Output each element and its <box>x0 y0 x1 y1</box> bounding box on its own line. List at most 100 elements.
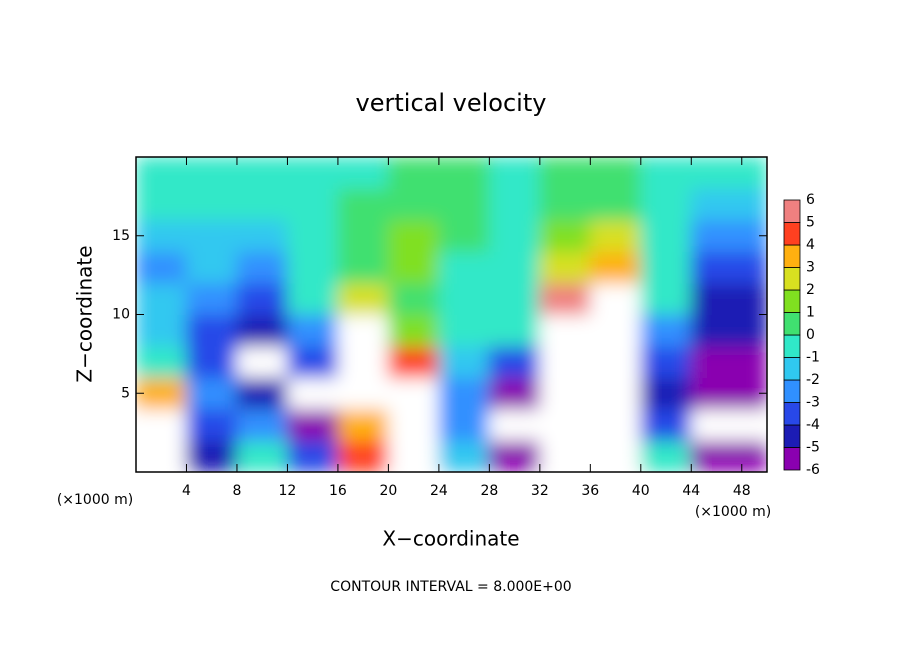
x-tick-label: 28 <box>480 483 498 499</box>
x-tick-label: 44 <box>682 483 700 499</box>
field-cell <box>438 314 490 347</box>
field-cell <box>185 408 238 441</box>
field-cell <box>136 282 187 315</box>
field-cell <box>236 282 288 315</box>
field-cell <box>589 219 642 252</box>
field-cell <box>690 219 767 252</box>
colorbar-label: -3 <box>806 395 820 411</box>
field-cell <box>640 219 692 252</box>
field-cell <box>438 282 490 315</box>
colorbar-label: -2 <box>806 372 820 388</box>
x-tick-label: 36 <box>581 483 599 499</box>
field-cell <box>640 440 692 472</box>
colorbar-band <box>783 289 801 313</box>
colorbar-band <box>783 267 801 291</box>
colorbar-label: -1 <box>806 350 820 366</box>
field-cell <box>185 440 238 472</box>
x-tick-label: 8 <box>232 483 241 499</box>
field-cell <box>387 188 440 221</box>
field-cell <box>438 408 490 441</box>
footer-note: CONTOUR INTERVAL = 8.000E+00 <box>330 579 571 595</box>
field-cell <box>539 314 591 347</box>
field-cell <box>589 157 642 189</box>
field-cell <box>488 188 541 221</box>
field-cell <box>690 188 767 221</box>
x-tick-label: 4 <box>182 483 191 499</box>
field-cell <box>337 282 389 315</box>
field-cell <box>387 219 440 252</box>
colorbar-band <box>783 424 801 448</box>
y-tick-label: 10 <box>112 307 130 323</box>
field-cell <box>387 408 440 441</box>
field-cell <box>589 282 642 315</box>
field-cell <box>337 345 389 378</box>
colorbar-label: 3 <box>806 260 815 276</box>
field-cell <box>136 157 187 189</box>
field-cell <box>589 440 642 472</box>
field-cell <box>640 408 692 441</box>
field-cell <box>488 282 541 315</box>
field-cell <box>286 377 339 410</box>
field-cell <box>589 408 642 441</box>
field-cell <box>589 377 642 410</box>
field-cell <box>640 377 692 410</box>
field-cell <box>337 188 389 221</box>
field-cell <box>387 314 440 347</box>
field-cell <box>136 440 187 472</box>
field-cell <box>185 219 238 252</box>
field-cell <box>185 157 238 189</box>
field-cell <box>337 219 389 252</box>
colorbar-band <box>783 379 801 403</box>
field-cell <box>387 345 440 378</box>
x-tick-label: 16 <box>329 483 347 499</box>
field-cell <box>589 251 642 284</box>
x-tick-label: 40 <box>632 483 650 499</box>
colorbar-label: -5 <box>806 440 820 456</box>
field-cell <box>337 157 389 189</box>
colorbar-band <box>783 447 801 471</box>
field-cell <box>438 251 490 284</box>
field-cell <box>185 345 238 378</box>
field-cell <box>387 157 440 189</box>
field-cell <box>539 408 591 441</box>
field-cell <box>387 251 440 284</box>
field-cell <box>640 188 692 221</box>
field-cell <box>539 440 591 472</box>
field-cell <box>539 157 591 189</box>
field-cell <box>136 314 187 347</box>
field-cell <box>640 282 692 315</box>
field-cell <box>236 219 288 252</box>
field-cell <box>589 345 642 378</box>
field-cell <box>136 345 187 378</box>
field-cell <box>185 188 238 221</box>
field-cell <box>539 345 591 378</box>
field-cell <box>185 314 238 347</box>
field-cell <box>690 345 767 378</box>
field-cell <box>286 251 339 284</box>
field-cell <box>286 440 339 472</box>
field-cells <box>136 157 767 472</box>
colorbar-label: 2 <box>806 282 815 298</box>
field-cell <box>236 377 288 410</box>
field-cell <box>488 251 541 284</box>
field-cell <box>286 345 339 378</box>
field-cell <box>286 314 339 347</box>
x-tick-label: 32 <box>531 483 549 499</box>
field-cell <box>438 219 490 252</box>
field-cell <box>236 188 288 221</box>
field-cell <box>337 440 389 472</box>
field-cell <box>438 377 490 410</box>
field-cell <box>488 345 541 378</box>
colorbar-band <box>783 334 801 358</box>
field-cell <box>236 345 288 378</box>
field-cell <box>286 157 339 189</box>
field-cell <box>136 408 187 441</box>
field-cell <box>690 314 767 347</box>
colorbar-band <box>783 199 801 223</box>
x-axis-label: X−coordinate <box>382 527 519 551</box>
field-cell <box>387 282 440 315</box>
field-cell <box>286 188 339 221</box>
field-cell <box>488 157 541 189</box>
colorbar-band <box>783 244 801 268</box>
